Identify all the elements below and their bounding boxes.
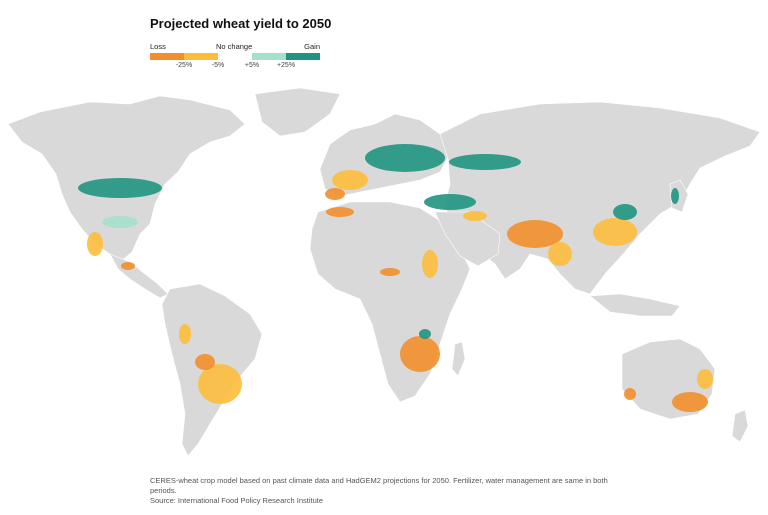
legend-swatch-no-change bbox=[218, 53, 252, 60]
legend-tick: +5% bbox=[244, 62, 260, 69]
yield-patch-mild-loss bbox=[548, 242, 572, 266]
legend-swatch-strong-loss bbox=[150, 53, 184, 60]
yield-patch-mild-loss bbox=[87, 232, 103, 256]
yield-patch-loss bbox=[380, 268, 400, 276]
legend-no-change-label: No change bbox=[216, 42, 253, 51]
yield-patch-loss bbox=[325, 188, 345, 200]
yield-patch-mild-loss bbox=[422, 250, 438, 278]
yield-patch-gain bbox=[671, 188, 679, 204]
yield-patch-gain bbox=[78, 178, 162, 198]
yield-patch-loss bbox=[326, 207, 354, 217]
yield-patch-gain bbox=[449, 154, 521, 170]
legend-gain-label: Gain bbox=[304, 42, 320, 51]
yield-patch-loss bbox=[672, 392, 708, 412]
yield-patch-mild-loss bbox=[593, 218, 637, 246]
yield-patch-loss bbox=[121, 262, 135, 270]
color-legend: Loss No change Gain -25% -5% +5% +25% bbox=[150, 42, 320, 78]
world-map bbox=[0, 84, 768, 464]
yield-patch-gain bbox=[365, 144, 445, 172]
yield-patch-mild-loss bbox=[332, 170, 368, 190]
new-zealand bbox=[731, 409, 749, 443]
yield-change-patches bbox=[78, 144, 713, 412]
yield-patch-mild-loss bbox=[697, 369, 713, 389]
madagascar bbox=[451, 341, 466, 377]
yield-patch-mild-loss bbox=[198, 364, 242, 404]
legend-swatch-strong-gain bbox=[286, 53, 320, 60]
yield-patch-mild-gain bbox=[102, 216, 138, 228]
yield-patch-gain bbox=[613, 204, 637, 220]
legend-tick: -25% bbox=[175, 62, 193, 69]
asia bbox=[439, 101, 761, 295]
southeast-asia-islands bbox=[589, 293, 681, 317]
legend-swatch-gain bbox=[252, 53, 286, 60]
yield-patch-loss bbox=[624, 388, 636, 400]
yield-patch-mild-loss bbox=[463, 211, 487, 221]
yield-patch-gain bbox=[419, 329, 431, 339]
yield-patch-loss bbox=[195, 354, 215, 370]
footnote: CERES-wheat crop model based on past cli… bbox=[150, 476, 630, 506]
yield-patch-loss bbox=[507, 220, 563, 248]
yield-patch-gain bbox=[424, 194, 476, 210]
yield-patch-loss bbox=[400, 336, 440, 372]
yield-patch-mild-loss bbox=[179, 324, 191, 344]
central-america bbox=[109, 253, 169, 299]
footnote-source: Source: International Food Policy Resear… bbox=[150, 496, 324, 505]
legend-loss-label: Loss bbox=[150, 42, 166, 51]
map-title: Projected wheat yield to 2050 bbox=[150, 16, 332, 31]
greenland bbox=[254, 87, 341, 137]
legend-tick: +25% bbox=[276, 62, 296, 69]
legend-swatch-loss bbox=[184, 53, 218, 60]
footnote-method: CERES-wheat crop model based on past cli… bbox=[150, 476, 608, 495]
legend-color-bar bbox=[150, 53, 320, 60]
legend-tick: -5% bbox=[211, 62, 225, 69]
